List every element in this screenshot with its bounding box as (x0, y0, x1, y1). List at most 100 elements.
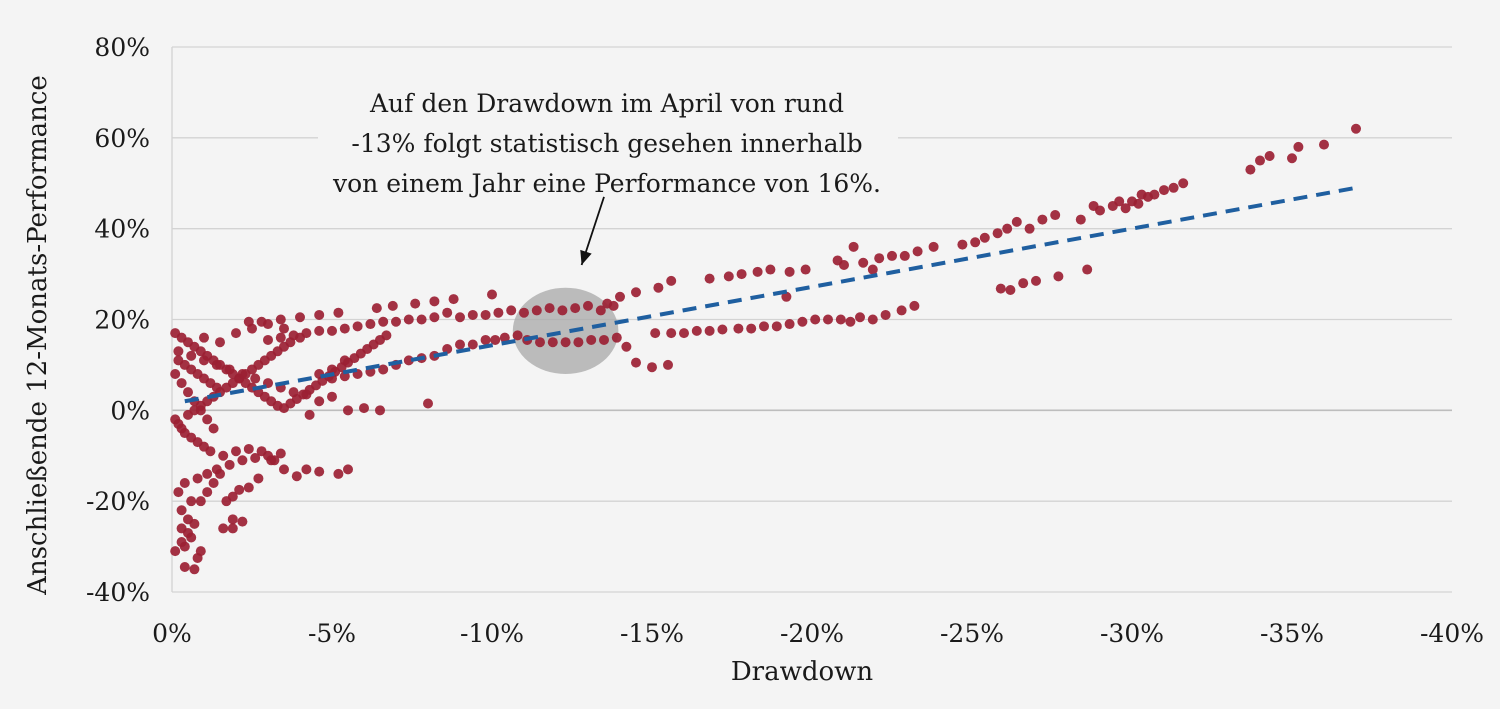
data-point (224, 459, 235, 470)
data-point (263, 319, 273, 330)
data-point (176, 537, 187, 548)
data-point (631, 357, 641, 368)
data-point (208, 478, 219, 488)
data-point (1037, 214, 1048, 225)
data-point (339, 323, 350, 334)
data-point (221, 496, 232, 507)
data-point (192, 473, 203, 484)
data-point (1053, 271, 1064, 282)
data-point (352, 321, 363, 332)
data-point (387, 300, 398, 311)
data-point (599, 334, 609, 345)
data-point (723, 271, 734, 282)
data-point (173, 487, 184, 498)
data-point (359, 403, 369, 414)
x-tick-label: -40% (1420, 619, 1484, 648)
data-point (1319, 139, 1329, 150)
data-point (896, 305, 907, 316)
data-point (535, 337, 545, 348)
data-point (231, 446, 241, 457)
data-point (487, 289, 497, 300)
data-point (179, 562, 190, 573)
data-point (269, 455, 280, 466)
data-point (797, 316, 808, 327)
data-point (650, 328, 661, 339)
data-point (608, 300, 619, 311)
data-point (202, 487, 213, 498)
data-point (666, 328, 677, 339)
data-point (279, 464, 289, 475)
data-point (979, 232, 990, 243)
data-point (211, 382, 222, 393)
data-point (263, 334, 273, 345)
data-point (1287, 153, 1297, 164)
data-point (909, 300, 920, 311)
data-point (631, 287, 641, 298)
data-point (512, 330, 523, 341)
data-point (1136, 189, 1147, 200)
data-point (867, 314, 878, 325)
data-point (887, 250, 897, 261)
data-point (442, 344, 453, 355)
data-point (176, 378, 187, 389)
data-point (442, 307, 453, 318)
data-point (557, 305, 568, 316)
data-point (378, 316, 389, 327)
data-point (275, 448, 286, 459)
data-point (848, 241, 859, 252)
data-point (1031, 275, 1041, 286)
data-point (231, 328, 241, 339)
data-points (170, 123, 1361, 575)
data-point (314, 325, 325, 336)
data-point (480, 309, 491, 320)
data-point (275, 314, 286, 325)
data-point (1127, 196, 1137, 207)
data-point (327, 364, 337, 375)
data-point (1255, 155, 1265, 166)
x-tick-label: 0% (152, 619, 192, 648)
data-point (506, 305, 517, 316)
data-point (858, 257, 869, 268)
data-point (227, 514, 238, 525)
data-point (493, 307, 504, 318)
data-point (170, 414, 181, 425)
data-point (237, 516, 248, 527)
data-point (691, 325, 702, 336)
data-point (237, 369, 248, 379)
data-point (224, 364, 235, 375)
y-tick-label: 40% (94, 215, 150, 244)
y-tick-label: -20% (86, 487, 150, 516)
data-point (243, 443, 254, 454)
data-point (378, 364, 389, 375)
data-point (771, 321, 782, 332)
data-point (845, 316, 856, 327)
data-point (733, 323, 744, 334)
data-point (1351, 123, 1361, 134)
data-point (237, 455, 248, 466)
data-point (218, 450, 229, 461)
data-point (666, 275, 677, 286)
data-point (874, 253, 885, 264)
data-point (480, 334, 491, 345)
data-point (343, 405, 353, 416)
data-point (195, 405, 206, 416)
data-point (416, 314, 427, 325)
data-point (855, 312, 865, 323)
data-point (835, 314, 846, 325)
data-point (333, 307, 344, 318)
data-point (170, 546, 181, 557)
data-point (327, 325, 337, 336)
data-point (256, 446, 267, 457)
data-point (621, 341, 632, 352)
data-point (759, 321, 769, 332)
data-point (970, 237, 981, 248)
data-point (746, 323, 757, 334)
data-point (1011, 216, 1022, 227)
data-point (765, 264, 776, 275)
data-point (823, 314, 833, 325)
data-point (957, 239, 968, 250)
annotation-line: von einem Jahr eine Performance von 16%. (332, 169, 881, 198)
data-point (291, 471, 302, 482)
y-axis-label: Anschließende 12-Monats-Performance (23, 75, 53, 596)
data-point (784, 266, 795, 277)
